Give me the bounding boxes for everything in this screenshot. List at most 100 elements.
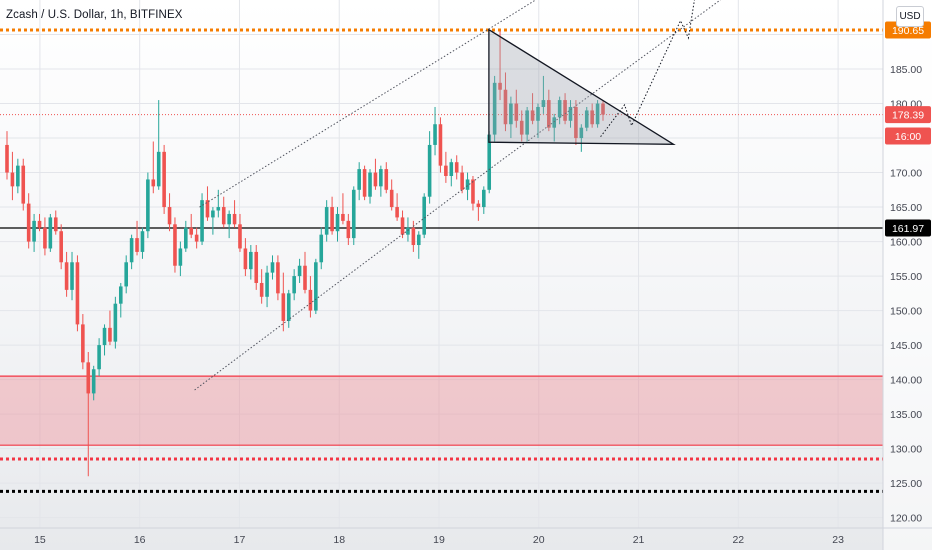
candle-body <box>444 165 448 176</box>
price-badge <box>885 219 931 237</box>
price-tick-label: 170.00 <box>890 168 922 180</box>
candle-body <box>368 172 372 197</box>
candle-body <box>135 238 139 252</box>
candle-body <box>384 169 389 190</box>
candle-body <box>26 203 31 242</box>
time-tick-label: 18 <box>333 534 345 546</box>
candle-body <box>568 106 573 121</box>
candle-body <box>563 100 567 121</box>
candle-body <box>249 251 253 270</box>
candle-body <box>281 293 286 321</box>
candle-body <box>216 207 221 211</box>
candle-body <box>265 272 269 297</box>
candle-body <box>438 124 443 166</box>
candle-body <box>151 179 156 187</box>
candle-body <box>276 262 280 294</box>
candle-body <box>91 369 96 394</box>
candle-body <box>427 144 432 197</box>
candle-body <box>254 251 259 283</box>
candle-body <box>411 227 416 246</box>
candle-body <box>113 303 118 342</box>
price-tick-label: 130.00 <box>890 444 922 456</box>
price-tick-label: 135.00 <box>890 409 922 421</box>
candle-body <box>184 227 188 249</box>
candle-body <box>59 231 63 263</box>
candle-body <box>86 362 91 394</box>
candle-body <box>156 151 161 187</box>
candle-body <box>53 217 58 232</box>
candle-body <box>146 179 150 232</box>
candle-body <box>118 286 123 304</box>
candle-body <box>584 110 589 128</box>
candle-body <box>5 144 9 173</box>
price-badge <box>885 127 931 145</box>
candle-body <box>492 82 497 135</box>
candle-body <box>221 207 226 225</box>
time-tick-label: 17 <box>234 534 246 546</box>
candle-body <box>357 169 361 190</box>
trend-drawings <box>194 0 722 391</box>
price-tick-label: 145.00 <box>890 340 922 352</box>
candle-body <box>200 200 204 242</box>
candle-body <box>75 262 80 325</box>
price-tick-label: 165.00 <box>890 202 922 214</box>
price-tick-label: 185.00 <box>890 64 922 76</box>
candle-body <box>97 345 101 370</box>
candle-body <box>129 238 134 263</box>
candle-body <box>10 172 15 187</box>
candle-body <box>590 110 594 125</box>
price-tick-label: 155.00 <box>890 271 922 283</box>
currency-button[interactable]: USD <box>896 6 924 27</box>
candle-body <box>178 248 183 266</box>
candle-body <box>449 162 454 176</box>
candle-body <box>498 82 502 90</box>
price-tick-label: 140.00 <box>890 375 922 387</box>
candle-body <box>286 293 291 321</box>
candle-body <box>379 169 383 187</box>
candle-body <box>102 327 107 346</box>
candle-body <box>108 327 112 342</box>
candle-body <box>32 220 36 242</box>
time-tick-label: 16 <box>134 534 146 546</box>
candle-body <box>308 289 313 311</box>
candle-body <box>530 110 535 121</box>
candle-body <box>471 179 475 204</box>
candle-body <box>351 189 356 239</box>
candle-body <box>519 120 524 135</box>
candle-body <box>162 151 166 208</box>
time-tick-label: 22 <box>732 534 744 546</box>
candle-body <box>476 203 481 208</box>
candle-body <box>319 234 324 263</box>
candle-body <box>167 207 172 225</box>
price-axis[interactable]: 120.00 125.00 130.00 135.00 140.00 145.00 150.… <box>882 0 932 550</box>
time-tick-label: 21 <box>633 534 645 546</box>
projection-path <box>600 0 695 138</box>
candle-body <box>189 227 194 235</box>
candle-body <box>211 210 215 218</box>
candle-body <box>227 213 231 225</box>
candle-body <box>243 248 248 270</box>
candle-body <box>173 224 177 266</box>
candle-body <box>557 100 562 118</box>
candle-body <box>514 103 519 121</box>
price-badge-label: 161.97 <box>892 223 924 235</box>
price-badge <box>885 106 931 124</box>
time-tick-label: 23 <box>832 534 844 546</box>
price-tick-label: 150.00 <box>890 306 922 318</box>
channel-lower-line <box>194 0 722 391</box>
candle-body <box>205 200 210 218</box>
candle-body <box>16 165 20 187</box>
candle-body <box>43 227 47 249</box>
candle-body <box>395 207 399 218</box>
triangle-pattern <box>488 28 676 145</box>
candle-body <box>297 265 302 277</box>
candle-body <box>389 189 394 208</box>
candle-body <box>81 324 85 363</box>
candle-body <box>335 213 340 232</box>
candle-body <box>509 103 513 125</box>
candle-body <box>574 106 578 139</box>
candle-body <box>487 134 492 190</box>
grid-lines <box>0 0 883 528</box>
time-axis[interactable]: 15 16 17 18 19 20 21 22 23 <box>0 527 932 546</box>
